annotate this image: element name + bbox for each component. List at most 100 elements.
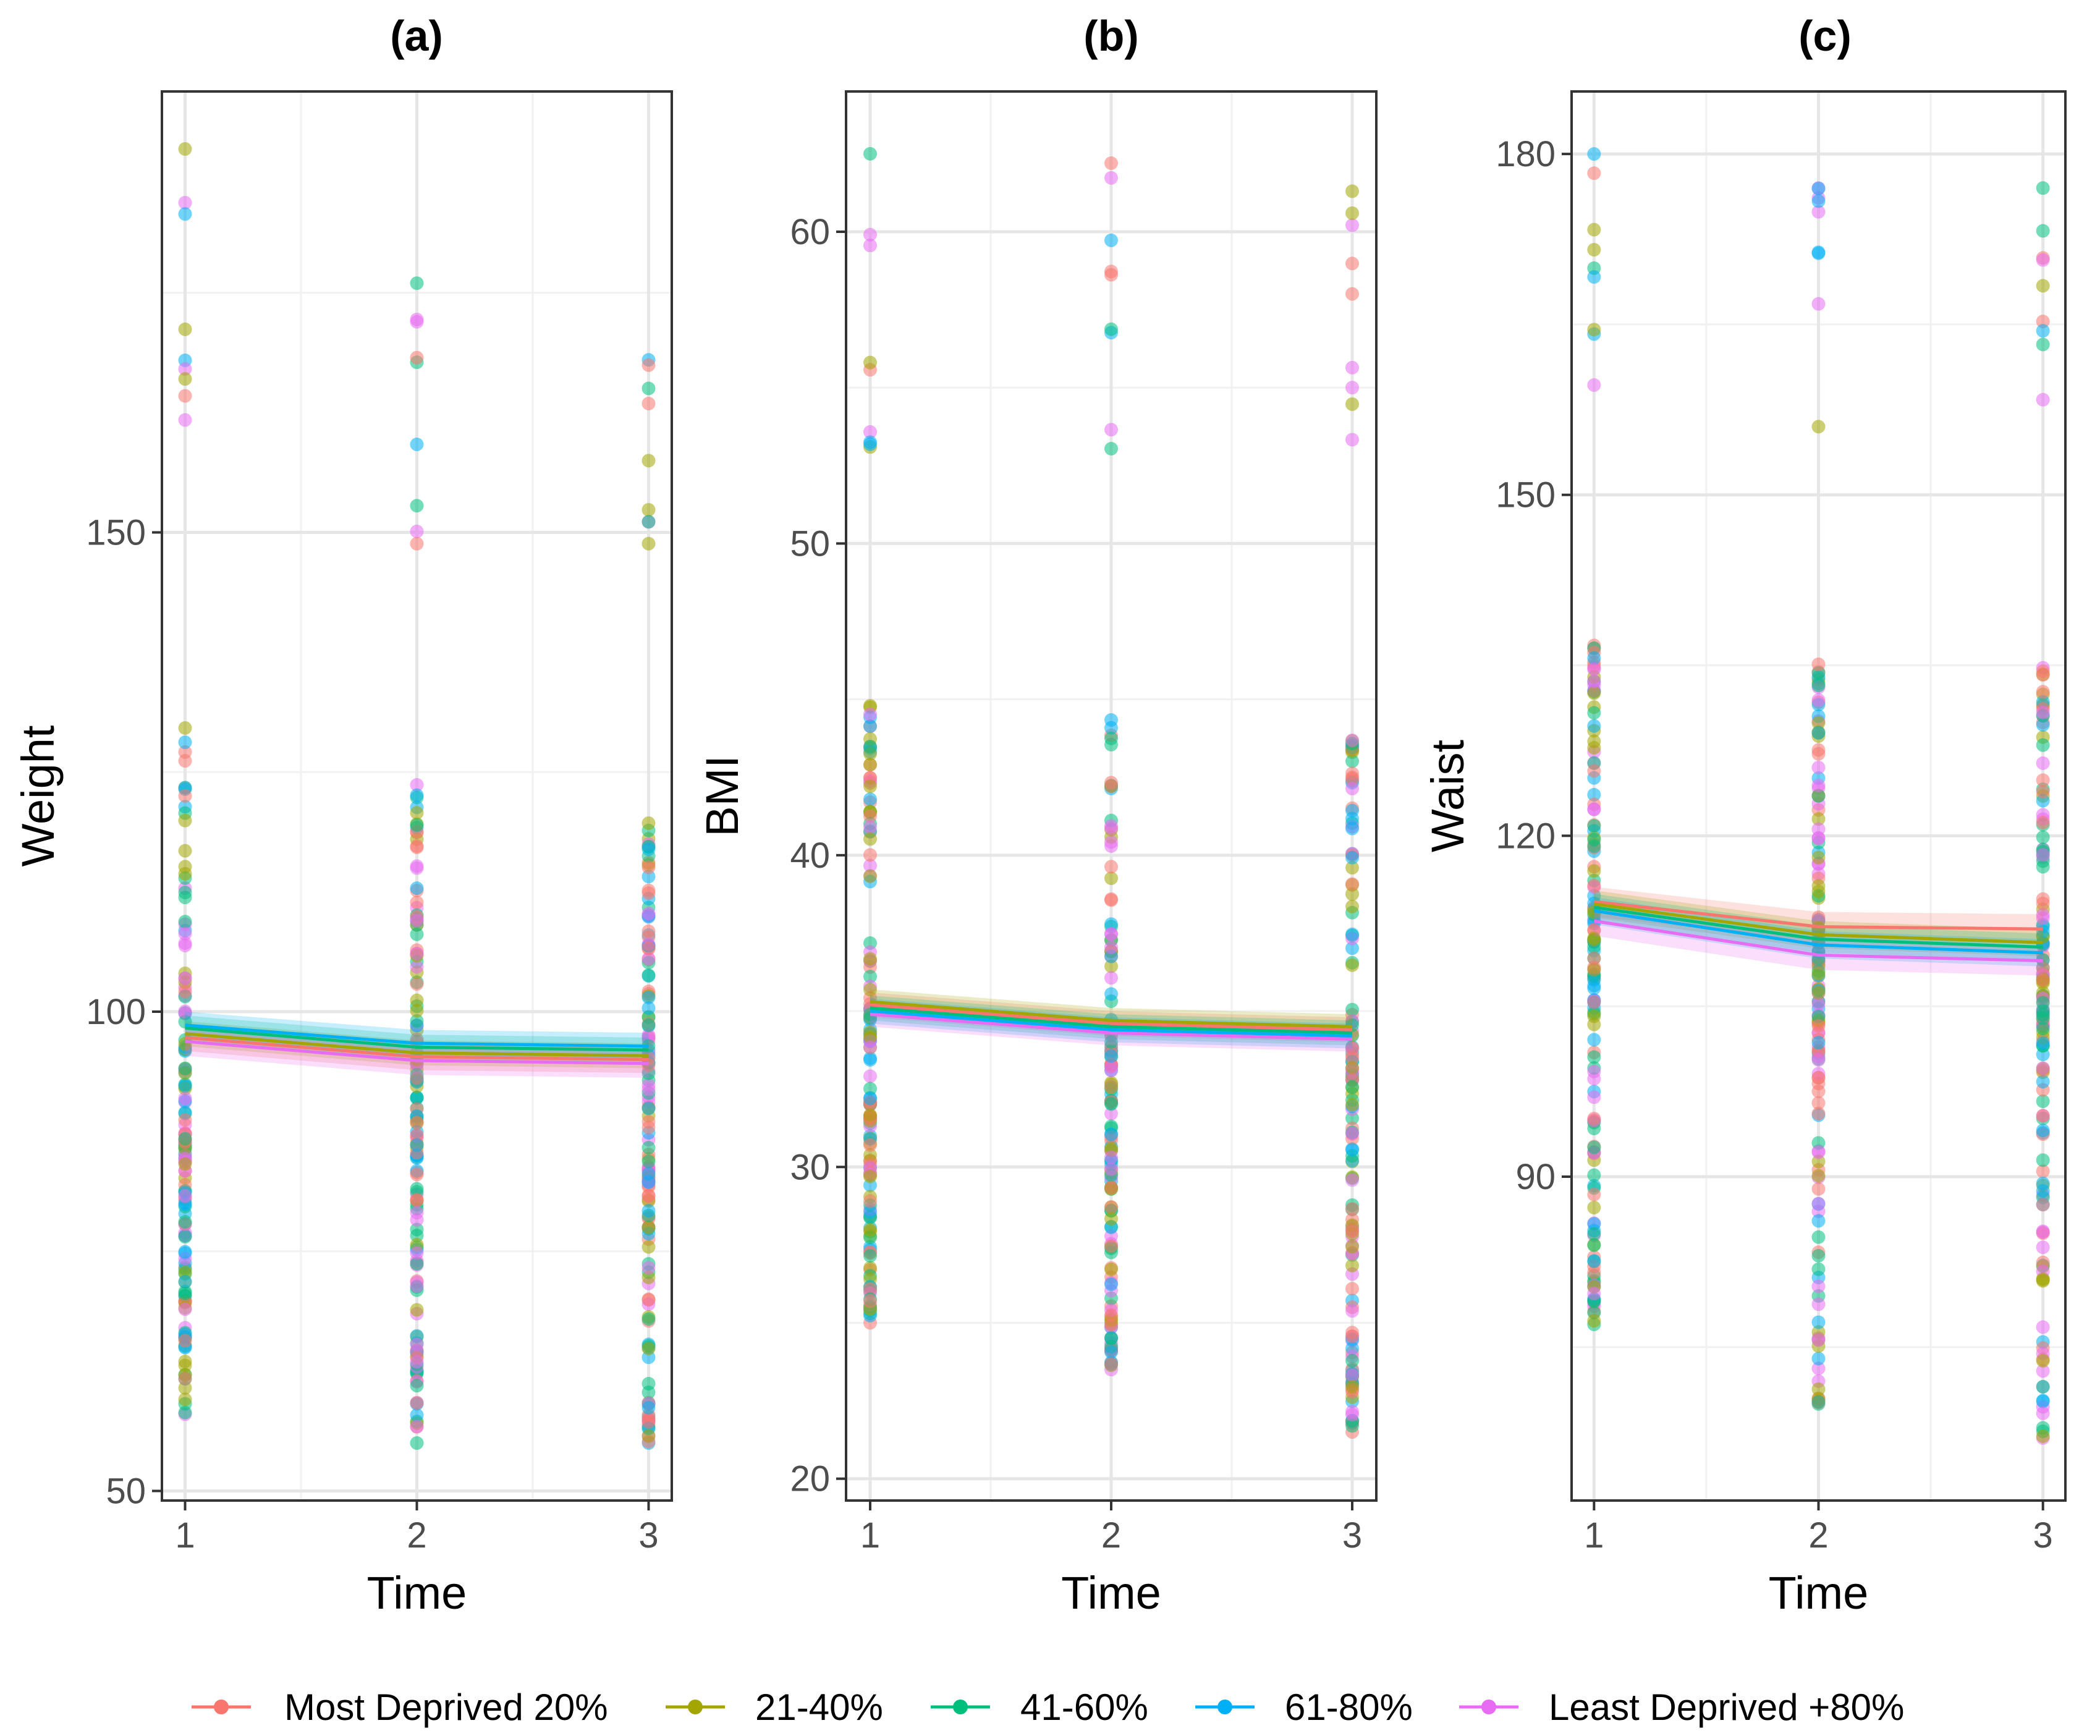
series-line	[870, 1003, 1353, 1031]
data-point	[2036, 1353, 2050, 1368]
data-point	[863, 1108, 877, 1122]
data-point	[1104, 423, 1118, 437]
data-point	[410, 1004, 424, 1018]
data-point	[1345, 958, 1359, 972]
data-point	[641, 1400, 656, 1415]
data-point	[1345, 184, 1359, 198]
data-point	[1587, 1064, 1601, 1078]
data-point	[1345, 397, 1359, 411]
data-point	[1587, 1227, 1601, 1241]
data-point	[1587, 864, 1601, 878]
data-point	[1345, 256, 1359, 271]
data-point	[2036, 253, 2050, 267]
data-point	[641, 1220, 656, 1234]
data-point	[2036, 1364, 2050, 1378]
data-points	[178, 142, 656, 1450]
data-point	[178, 971, 192, 985]
data-point	[1104, 871, 1118, 886]
data-point	[178, 735, 192, 750]
data-point	[2036, 337, 2050, 352]
data-point	[1587, 802, 1601, 816]
data-point	[410, 977, 424, 991]
data-point	[1587, 222, 1601, 237]
data-point	[178, 372, 192, 386]
data-point	[1345, 877, 1359, 891]
data-point	[178, 789, 192, 803]
data-point	[641, 1175, 656, 1189]
data-point	[410, 1167, 424, 1182]
data-point	[410, 1396, 424, 1410]
legend-key-point	[953, 1700, 968, 1714]
data-point	[863, 832, 877, 846]
legend-item: Most Deprived 20%	[192, 1687, 608, 1728]
data-point	[1587, 1238, 1601, 1252]
data-point	[1345, 360, 1359, 375]
data-point	[1345, 1126, 1359, 1140]
data-point	[178, 1061, 192, 1075]
data-point	[1587, 323, 1601, 337]
data-point	[178, 1091, 192, 1106]
data-point	[1345, 733, 1359, 747]
data-point	[178, 866, 192, 881]
data-point	[410, 1213, 424, 1227]
data-point	[863, 983, 877, 997]
data-point	[1104, 441, 1118, 455]
data-point	[863, 227, 877, 242]
data-point	[1811, 789, 1826, 803]
y-tick-label: 100	[86, 992, 146, 1032]
data-point	[641, 1270, 656, 1284]
panel-title: (b)	[1083, 12, 1138, 60]
data-point	[410, 1379, 424, 1393]
data-point	[2036, 1394, 2050, 1408]
data-point	[178, 1078, 192, 1093]
series-line	[1594, 900, 2043, 931]
data-point	[1345, 821, 1359, 836]
data-point	[1811, 1036, 1826, 1050]
data-point	[641, 1018, 656, 1032]
y-tick-label: 50	[106, 1471, 146, 1511]
data-points	[1587, 147, 2050, 1445]
data-point	[178, 1132, 192, 1146]
data-point	[410, 1246, 424, 1260]
data-point	[1104, 1357, 1118, 1371]
data-point	[863, 792, 877, 807]
data-point	[1587, 1009, 1601, 1023]
data-point	[410, 960, 424, 974]
data-point	[178, 1302, 192, 1316]
x-tick-label: 3	[638, 1515, 658, 1556]
data-point	[2036, 996, 2050, 1010]
data-point	[641, 454, 656, 468]
data-point	[1811, 726, 1826, 740]
y-tick-label: 90	[1515, 1157, 1556, 1197]
data-point	[1587, 719, 1601, 733]
x-tick-label: 2	[1101, 1515, 1121, 1556]
data-point	[2036, 1320, 2050, 1334]
data-point	[1104, 171, 1118, 185]
data-point	[641, 842, 656, 857]
data-point	[410, 1279, 424, 1294]
y-axis-title: Waist	[1422, 739, 1473, 852]
legend-label: 61-80%	[1285, 1687, 1413, 1728]
data-point	[1811, 967, 1826, 981]
data-point	[410, 1115, 424, 1129]
data-point	[1587, 962, 1601, 976]
data-point	[863, 1205, 877, 1219]
data-point	[1345, 1379, 1359, 1394]
data-point	[178, 1371, 192, 1386]
data-point	[1345, 899, 1359, 913]
data-point	[2036, 1240, 2050, 1255]
data-point	[1811, 1279, 1826, 1294]
data-point	[1104, 1277, 1118, 1292]
data-point	[1811, 1169, 1826, 1183]
data-point	[863, 1069, 877, 1083]
data-point	[1811, 1333, 1826, 1347]
data-point	[1811, 1196, 1826, 1211]
data-point	[2036, 279, 2050, 293]
series-line	[870, 1006, 1353, 1035]
data-point	[1345, 754, 1359, 768]
data-point	[1104, 1106, 1118, 1120]
data-point	[863, 779, 877, 794]
legend-label: Least Deprived +80%	[1549, 1687, 1904, 1728]
data-point	[178, 936, 192, 951]
data-point	[2036, 705, 2050, 719]
